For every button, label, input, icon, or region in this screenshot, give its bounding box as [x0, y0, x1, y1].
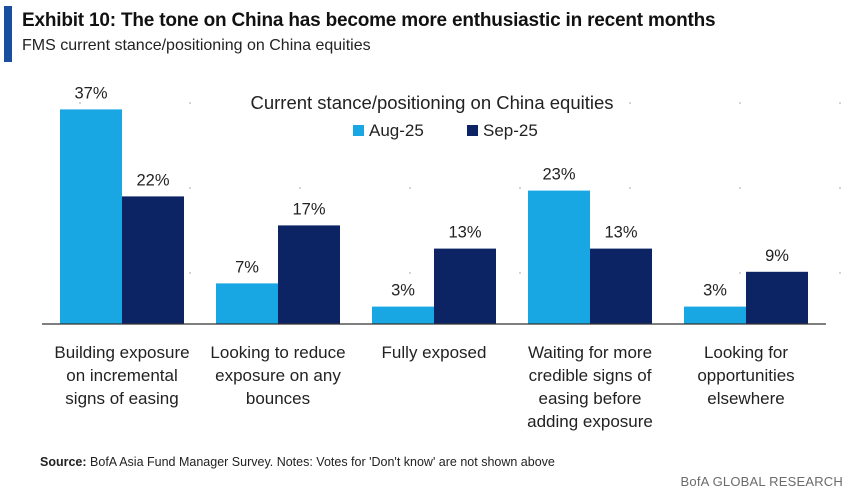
category-label-4: credible signs of [529, 366, 652, 385]
data-label-aug-25-2: 7% [235, 258, 259, 276]
data-label-sep-25-3: 13% [448, 224, 481, 242]
background-dot [739, 272, 741, 274]
bar-sep-25-2 [278, 225, 340, 324]
background-dot [189, 187, 191, 189]
legend-label-sep-25: Sep-25 [483, 121, 538, 140]
bar-aug-25-1 [60, 109, 122, 324]
data-label-aug-25-3: 3% [391, 282, 415, 300]
source-note: Source: BofA Asia Fund Manager Survey. N… [40, 455, 555, 469]
category-label-1: signs of easing [65, 389, 178, 408]
legend-swatch-sep-25 [467, 125, 478, 136]
bar-sep-25-1 [122, 196, 184, 324]
bar-sep-25-5 [746, 272, 808, 324]
data-label-sep-25-5: 9% [765, 247, 789, 265]
category-label-2: bounces [246, 389, 310, 408]
category-label-2: exposure on any [215, 366, 341, 385]
category-label-5: Looking for [704, 343, 788, 362]
source-label: Source: [40, 455, 87, 469]
category-label-5: opportunities [697, 366, 794, 385]
background-dot [629, 187, 631, 189]
source-text: BofA Asia Fund Manager Survey. Notes: Vo… [90, 455, 555, 469]
background-dot [839, 187, 841, 189]
background-dot [409, 272, 411, 274]
category-label-2: Looking to reduce [210, 343, 345, 362]
bar-aug-25-3 [372, 307, 434, 324]
bar-sep-25-3 [434, 249, 496, 324]
background-dot [739, 102, 741, 104]
bar-aug-25-4 [528, 191, 590, 324]
bar-aug-25-2 [216, 283, 278, 324]
background-dot [839, 102, 841, 104]
category-label-1: Building exposure [54, 343, 189, 362]
bar-chart: Current stance/positioning on China equi… [0, 0, 865, 497]
data-label-aug-25-1: 37% [74, 84, 107, 102]
category-label-4: Waiting for more [528, 343, 652, 362]
background-dot [519, 187, 521, 189]
legend-swatch-aug-25 [353, 125, 364, 136]
background-dot [629, 102, 631, 104]
legend-label-aug-25: Aug-25 [369, 121, 424, 140]
data-label-aug-25-5: 3% [703, 282, 727, 300]
bar-sep-25-4 [590, 249, 652, 324]
data-label-sep-25-1: 22% [136, 171, 169, 189]
background-dot [519, 272, 521, 274]
background-dot [299, 187, 301, 189]
background-dot [189, 102, 191, 104]
category-label-1: on incremental [66, 366, 178, 385]
background-dot [409, 187, 411, 189]
brand-logo-text: BofA GLOBAL RESEARCH [681, 474, 843, 489]
data-label-sep-25-4: 13% [604, 224, 637, 242]
category-label-5: elsewhere [707, 389, 785, 408]
chart-title: Current stance/positioning on China equi… [250, 92, 613, 113]
background-dot [839, 272, 841, 274]
category-label-4: easing before [538, 389, 641, 408]
bar-aug-25-5 [684, 307, 746, 324]
category-label-3: Fully exposed [382, 343, 487, 362]
category-label-4: adding exposure [527, 412, 653, 431]
background-dot [739, 187, 741, 189]
data-label-aug-25-4: 23% [542, 166, 575, 184]
data-label-sep-25-2: 17% [292, 200, 325, 218]
background-dot [189, 272, 191, 274]
